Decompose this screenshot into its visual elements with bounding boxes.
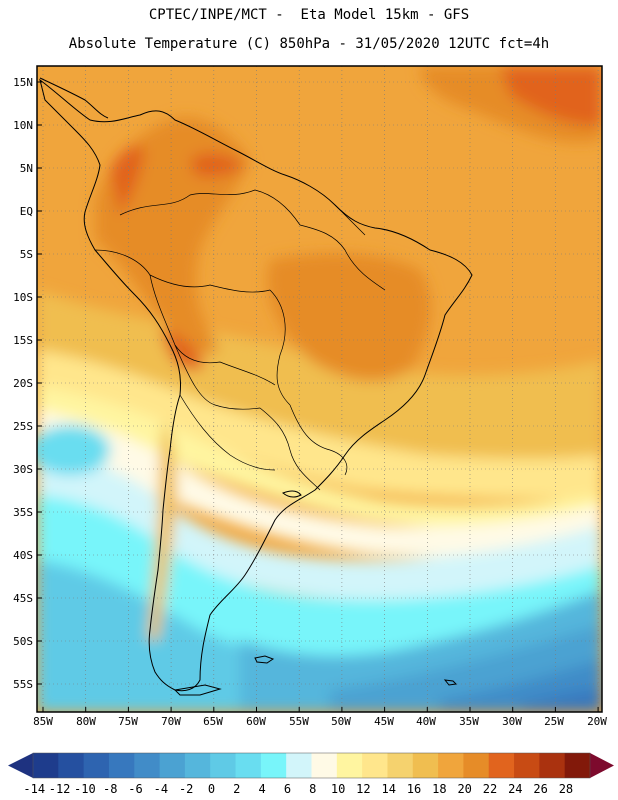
colorbar-swatch <box>438 753 464 778</box>
lat-label: 50S <box>13 635 33 648</box>
lon-label: 30W <box>502 715 522 728</box>
colorbar-label: -4 <box>153 782 169 796</box>
lon-label: 40W <box>416 715 436 728</box>
lon-label: 65W <box>203 715 223 728</box>
colorbar-swatch <box>488 753 515 778</box>
colorbar-label: 28 <box>558 782 574 796</box>
colorbar-label: 14 <box>381 782 396 796</box>
map-frame <box>36 65 603 713</box>
lon-label: 70W <box>161 715 181 728</box>
colorbar-label: 24 <box>508 782 523 796</box>
lat-label: 35S <box>13 506 33 519</box>
colorbar-label: -14 <box>23 782 46 796</box>
lat-label: 5S <box>19 248 33 261</box>
colorbar-swatch <box>387 753 414 778</box>
colorbar-swatch <box>260 753 287 778</box>
colorbar-label: -8 <box>102 782 118 796</box>
lat-label: 55S <box>13 678 33 691</box>
colorbar-swatch <box>58 753 85 778</box>
colorbar-label: 18 <box>432 782 447 796</box>
axis-ticks <box>37 81 599 712</box>
colorbar-swatch <box>286 753 312 778</box>
lat-label: 30S <box>13 463 33 476</box>
lon-label: 60W <box>246 715 266 728</box>
lat-label: 15N <box>13 76 33 89</box>
chart-title-line1: CPTEC/INPE/MCT - Eta Model 15km - GFS <box>148 7 470 23</box>
lat-label: 10N <box>13 119 33 132</box>
colorbar-label: 10 <box>330 782 346 796</box>
lat-label: 45S <box>13 592 33 605</box>
country-borders <box>94 189 386 491</box>
colorbar-swatch <box>514 753 540 778</box>
colorbar-under-arrow <box>8 753 33 778</box>
lat-label: 20S <box>13 377 33 390</box>
colorbar-label: -2 <box>178 782 194 796</box>
colorbar-outline <box>32 752 591 779</box>
lon-label: 25W <box>544 715 564 728</box>
colorbar-swatch <box>235 753 262 778</box>
coastline <box>39 77 473 696</box>
colorbar-label: 16 <box>406 782 422 796</box>
lon-label: 50W <box>331 715 351 728</box>
lat-label: 40S <box>13 549 33 562</box>
colorbar-swatch <box>159 753 186 778</box>
colorbar-label: -10 <box>74 782 96 796</box>
colorbar-swatch <box>412 753 439 778</box>
colorbar-swatch <box>336 753 363 778</box>
temperature-field <box>37 66 602 712</box>
colorbar-label: 8 <box>309 782 317 796</box>
colorbar-swatch <box>362 753 388 778</box>
colorbar-swatch <box>210 753 237 778</box>
lon-label: 75W <box>118 715 138 728</box>
colorbar-label: 0 <box>207 782 216 796</box>
colorbar-swatch <box>539 753 566 778</box>
colorbar-label: -12 <box>48 782 71 796</box>
colorbar <box>8 752 614 779</box>
colorbar-over-arrow <box>590 753 614 778</box>
colorbar-label: 4 <box>258 782 266 796</box>
colorbar-label: 6 <box>283 782 292 796</box>
colorbar-swatch <box>83 753 110 778</box>
colorbar-swatch <box>108 753 135 778</box>
lat-label: EQ <box>19 205 33 218</box>
lon-label: 85W <box>33 715 53 728</box>
chart-title-line2: Absolute Temperature (C) 850hPa - 31/05/… <box>68 36 550 52</box>
lon-label: 55W <box>289 715 309 728</box>
lon-label: 20W <box>587 715 607 728</box>
colorbar-label: -6 <box>128 782 143 796</box>
colorbar-swatch <box>463 753 490 778</box>
colorbar-swatch <box>311 753 338 778</box>
lon-label: 35W <box>459 715 479 728</box>
colorbar-label: 22 <box>482 782 498 796</box>
lon-label: 45W <box>374 715 394 728</box>
colorbar-label: 20 <box>457 782 472 796</box>
lat-label: 10S <box>13 291 33 304</box>
lon-label: 80W <box>76 715 96 728</box>
lat-label: 25S <box>13 420 33 433</box>
lat-label: 5N <box>19 162 33 175</box>
colorbar-label: 26 <box>533 782 548 796</box>
colorbar-swatch <box>134 753 161 778</box>
colorbar-label: 12 <box>356 782 371 796</box>
colorbar-swatch <box>564 753 591 778</box>
colorbar-swatch <box>184 753 211 778</box>
colorbar-label: 2 <box>233 782 241 796</box>
colorbar-swatch <box>33 753 59 778</box>
lat-label: 15S <box>13 334 33 347</box>
